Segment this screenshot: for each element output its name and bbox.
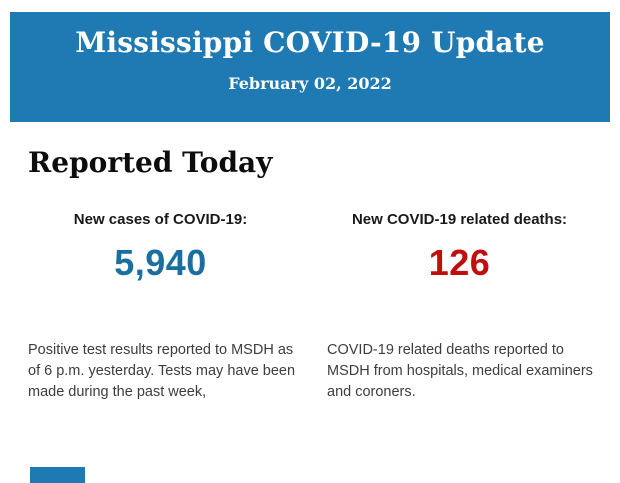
stat-description-deaths: COVID-19 related deaths reported to MSDH… xyxy=(327,342,593,401)
stats-columns: New cases of COVID-19: 5,940 Positive te… xyxy=(0,211,620,403)
footer-accent-block xyxy=(30,467,85,483)
stat-card-deaths: New COVID-19 related deaths: 126 COVID-1… xyxy=(324,211,595,403)
stat-value-new-cases: 5,940 xyxy=(114,242,207,283)
header-banner: Mississippi COVID-19 Update February 02,… xyxy=(10,12,610,122)
stat-value-deaths: 126 xyxy=(428,242,491,283)
stat-description-new-cases: Positive test results reported to MSDH a… xyxy=(28,342,296,401)
stat-label-new-cases: New cases of COVID-19: xyxy=(73,211,248,228)
section-title: Reported Today xyxy=(28,146,273,179)
newsletter-title: Mississippi COVID-19 Update xyxy=(75,26,545,59)
stat-label-deaths: New COVID-19 related deaths: xyxy=(351,211,568,228)
stat-card-new-cases: New cases of COVID-19: 5,940 Positive te… xyxy=(25,211,296,403)
newsletter-date: February 02, 2022 xyxy=(228,74,392,93)
